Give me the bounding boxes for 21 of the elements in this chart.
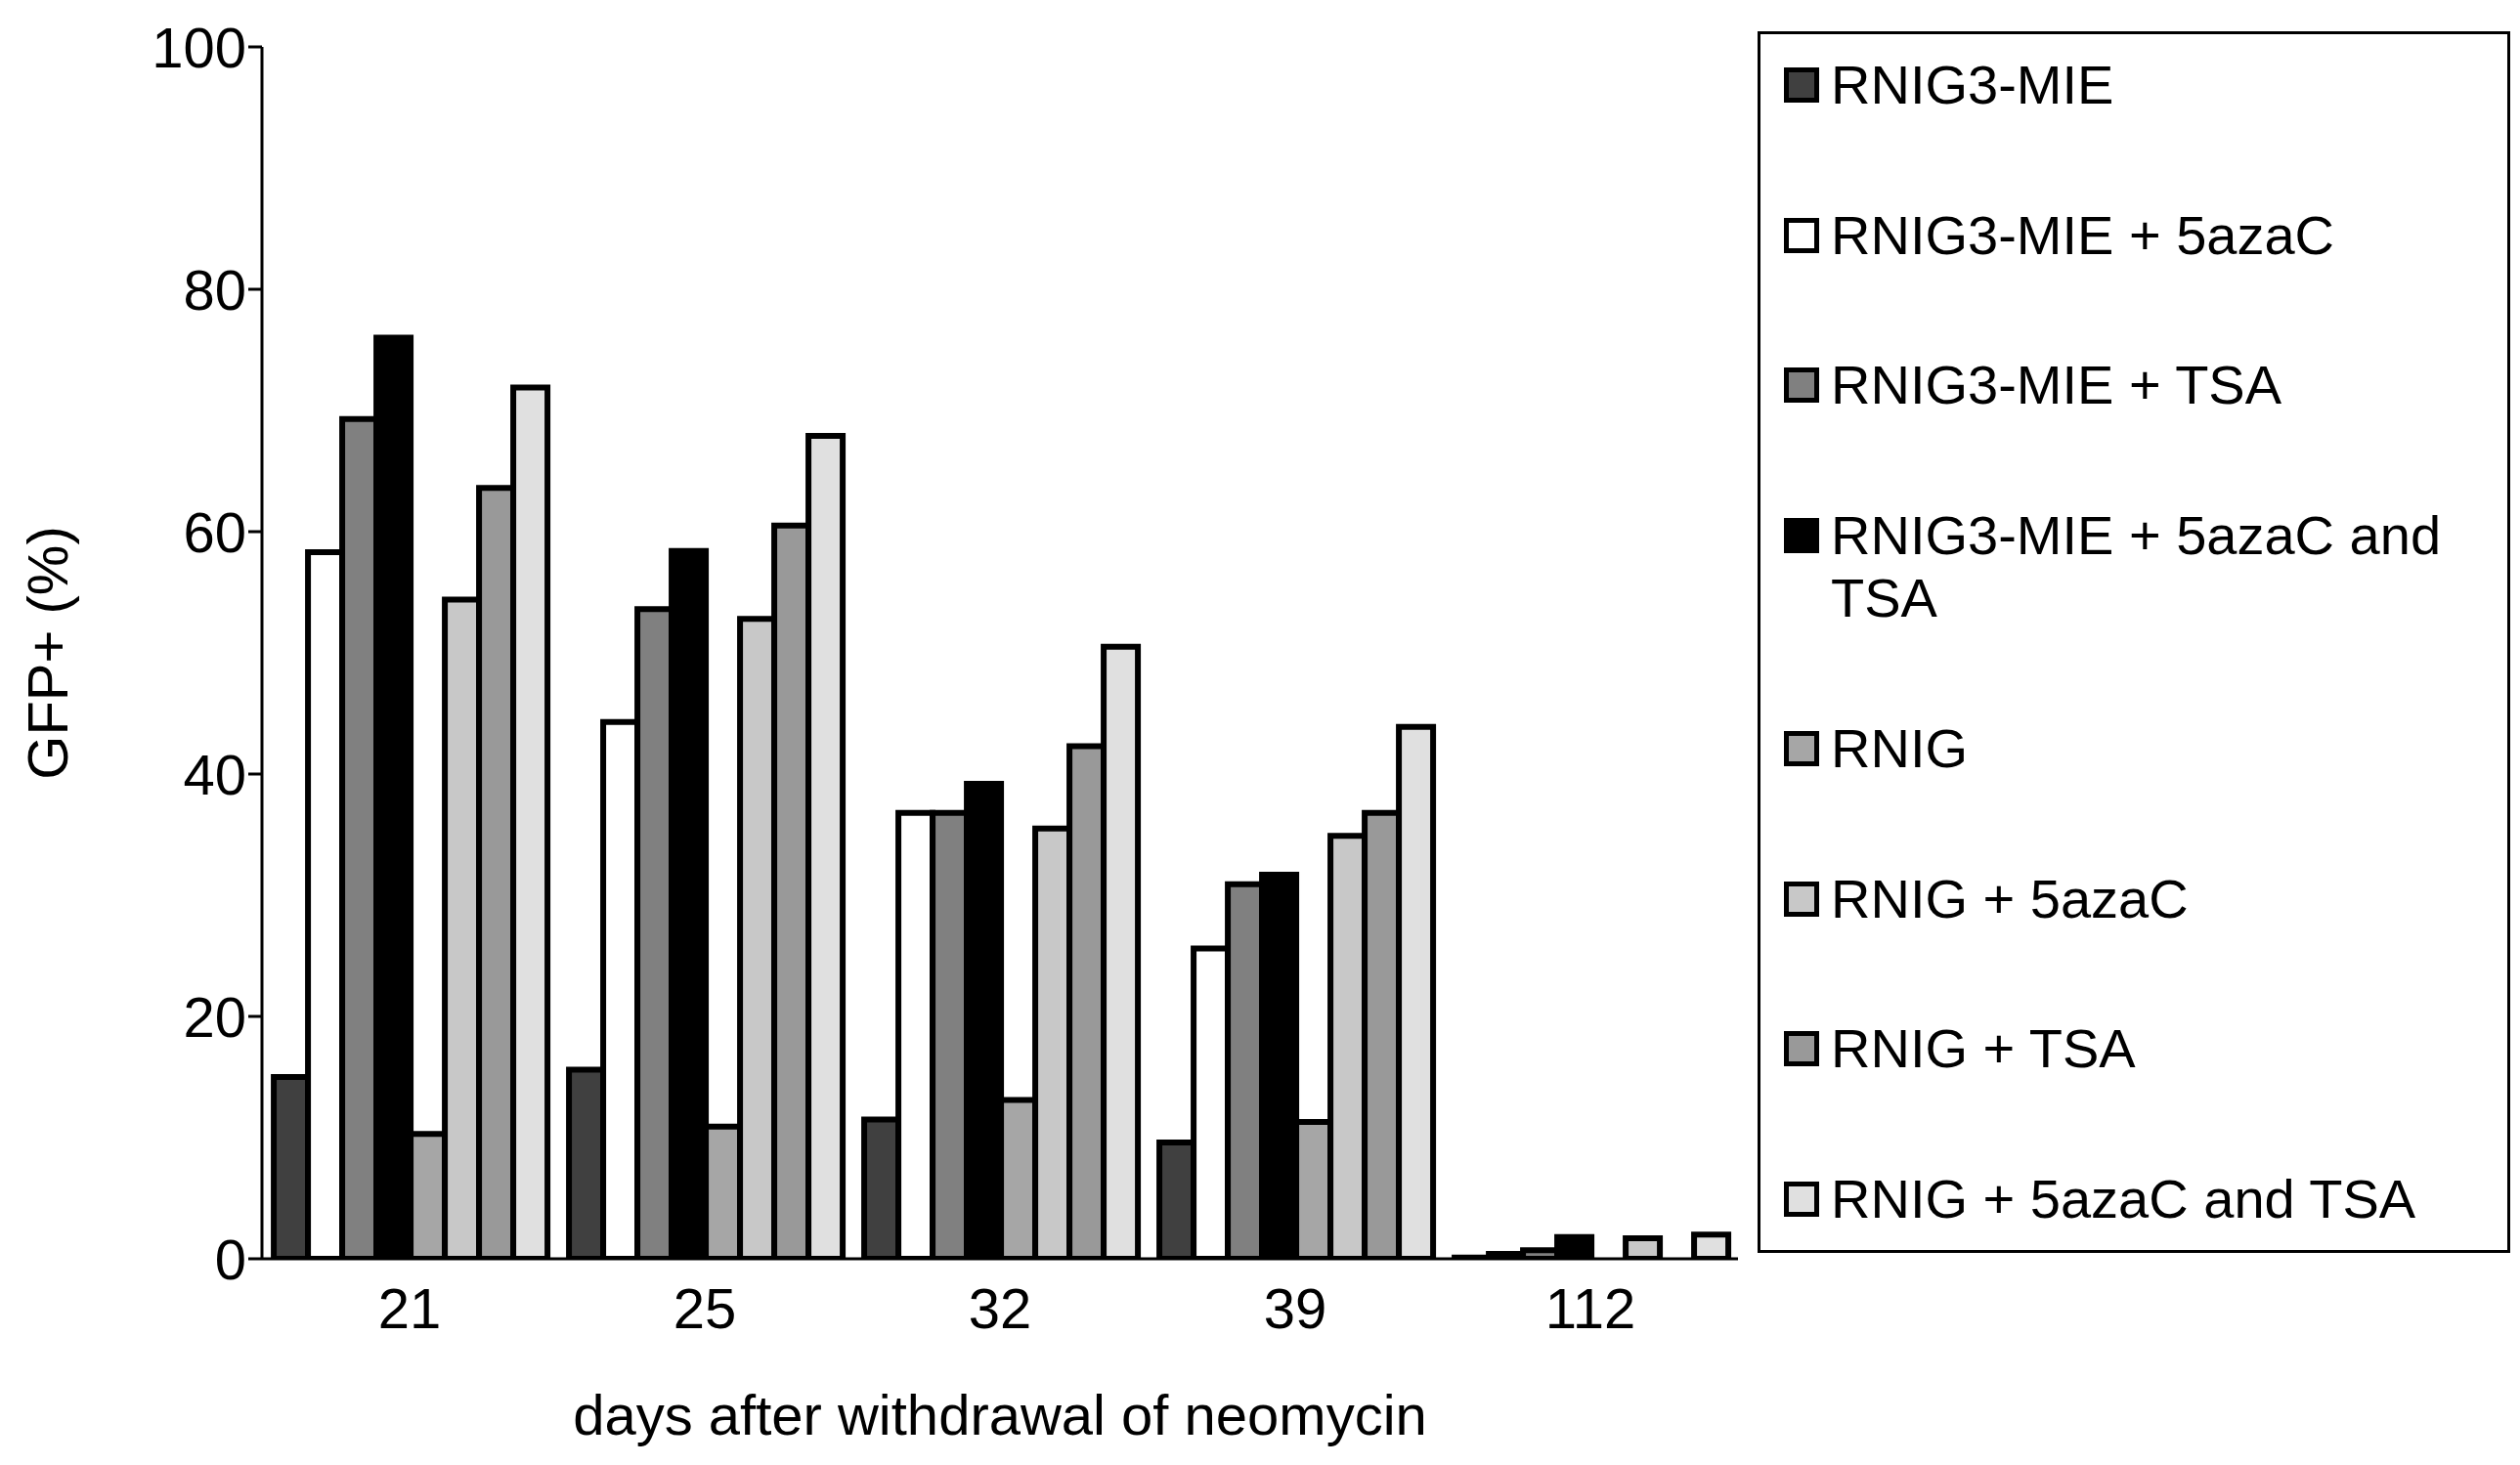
legend-label: RNIG + 5azaC and TSA [1831,1167,2416,1230]
x-tick-label: 112 [1544,1276,1636,1341]
y-tick-label: 80 [183,257,246,322]
legend-label: RNIG3-MIE [1831,54,2114,116]
x-axis-title: days after withdrawal of neomycin [573,1383,1427,1446]
legend-label: RNIG + 5azaC [1831,867,2189,930]
x-tick-label: 21 [377,1276,442,1341]
x-tick-label: 25 [673,1276,737,1341]
y-tick-label: 0 [214,1227,246,1291]
y-tick-label: 20 [183,984,246,1049]
x-tick-label: 39 [1263,1276,1327,1341]
y-axis-title: GFP+ (%) [15,526,79,780]
y-tick-label: 60 [183,499,246,564]
y-tick-label: 100 [152,15,246,79]
legend-label: RNIG3-MIE + 5azaC [1831,203,2335,267]
y-tick-label: 40 [183,742,246,806]
x-tick-label: 32 [968,1276,1032,1341]
legend-label: RNIG3-MIE + TSA [1831,354,2282,417]
legend-label: RNIG [1831,716,1968,780]
legend-label: RNIG3-MIE + 5azaC and TSA [1831,504,2443,630]
legend-label: RNIG + TSA [1831,1017,2136,1081]
